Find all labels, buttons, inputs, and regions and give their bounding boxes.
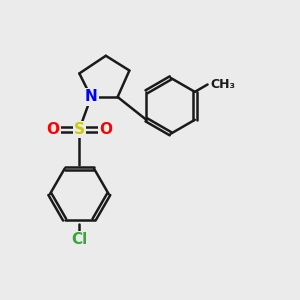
Text: O: O: [99, 122, 112, 137]
Text: Cl: Cl: [71, 232, 88, 247]
Text: O: O: [46, 122, 59, 137]
Text: S: S: [74, 122, 85, 137]
Text: N: N: [85, 89, 98, 104]
Text: CH₃: CH₃: [211, 78, 236, 91]
